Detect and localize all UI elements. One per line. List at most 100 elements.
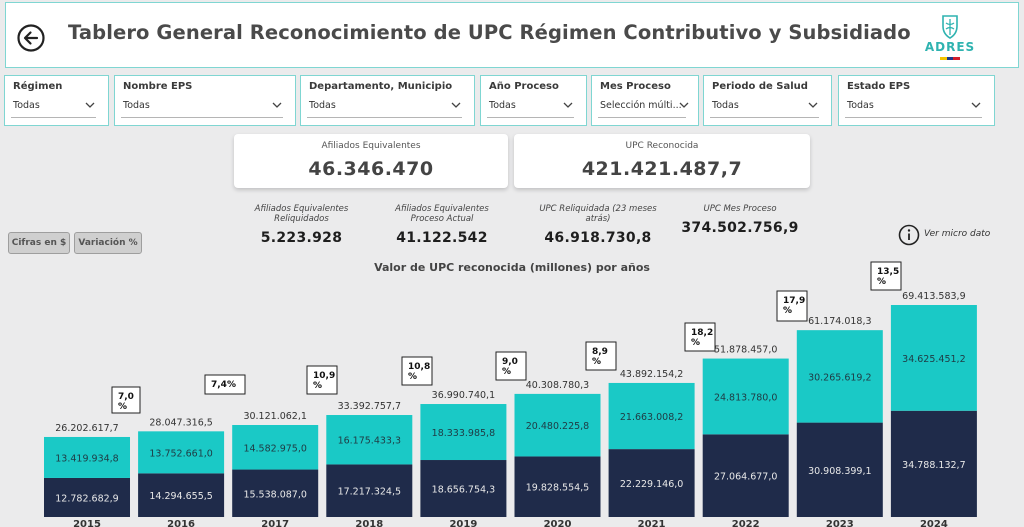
variation-box <box>870 261 902 291</box>
chevron-down-icon[interactable] <box>807 100 819 110</box>
chevron-down-icon[interactable] <box>450 100 462 110</box>
bar-label-base: 22.229.146,0 <box>620 479 683 490</box>
bar-segment-top <box>608 382 695 450</box>
bar-total-label: 69.413.583,9 <box>902 291 965 302</box>
variation-label: 17,9% <box>783 296 805 316</box>
bar-total-label: 40.308.780,3 <box>526 380 589 391</box>
chevron-down-icon[interactable] <box>84 100 96 110</box>
variation-box <box>684 322 716 352</box>
kpi-value: 421.421.487,7 <box>581 158 743 180</box>
bar-segment-top <box>890 305 977 411</box>
bar-label-top: 16.175.433,3 <box>338 436 401 447</box>
header-bar: Tablero General Reconocimiento de UPC Ré… <box>5 2 1019 68</box>
filter-label: Mes Proceso <box>600 81 671 92</box>
x-tick-label: 2016 <box>167 519 195 527</box>
bar-segment-top <box>514 393 601 457</box>
filter-underline <box>487 117 574 118</box>
bar-label-base: 30.908.399,1 <box>808 466 871 477</box>
filter-label: Año Proceso <box>489 81 559 92</box>
bar-label-base: 19.828.554,5 <box>526 483 589 494</box>
filter-periodo-salud[interactable]: Periodo de Salud Todas <box>703 75 832 126</box>
variation-label: 8,9% <box>592 347 608 367</box>
chevron-down-icon[interactable] <box>562 100 574 110</box>
bar-total-label: 51.878.457,0 <box>714 345 777 356</box>
bar-label-top: 13.752.661,0 <box>149 448 212 459</box>
filter-underline <box>307 117 462 118</box>
filter-label: Nombre EPS <box>123 81 193 92</box>
kpi-upc-mes-proceso: UPC Mes Proceso 374.502.756,9 <box>678 204 802 236</box>
bar-label-top: 34.625.451,2 <box>902 354 965 365</box>
chevron-down-icon[interactable] <box>271 100 283 110</box>
bar-segment-top <box>702 358 789 435</box>
variation-label: 7,0% <box>118 392 134 412</box>
filter-estado-eps[interactable]: Estado EPS Todas <box>838 75 995 126</box>
bar-total-label: 28.047.316,5 <box>149 417 212 428</box>
variacion-button[interactable]: Variación % <box>74 232 142 254</box>
page-title: Tablero General Reconocimiento de UPC Ré… <box>68 21 911 44</box>
filter-value: Todas <box>309 100 336 111</box>
filter-value: Todas <box>13 100 40 111</box>
variation-box <box>776 290 808 322</box>
kpi-sub-value: 46.918.730,8 <box>544 230 652 246</box>
chevron-down-icon[interactable] <box>970 100 982 110</box>
chart-title: Valor de UPC reconocida (millones) por a… <box>374 261 650 274</box>
kpi-sub-value: 5.223.928 <box>260 230 343 246</box>
bar-label-base: 14.294.655,5 <box>149 491 212 502</box>
filter-value: Todas <box>489 100 516 111</box>
chevron-down-icon[interactable] <box>678 100 690 110</box>
bar-label-top: 14.582.975,0 <box>243 443 306 454</box>
filter-departamento-municipio[interactable]: Departamento, Municipio Todas <box>300 75 475 126</box>
bar-segment-base <box>232 469 319 517</box>
filter-nombre-eps[interactable]: Nombre EPS Todas <box>114 75 296 126</box>
filter-underline <box>121 117 283 118</box>
cifras-button[interactable]: Cifras en $ <box>8 232 70 254</box>
bar-segment-base <box>138 473 225 517</box>
filter-value: Selección múlti... <box>600 100 682 111</box>
filter-mes-proceso[interactable]: Mes Proceso Selección múlti... <box>591 75 699 126</box>
x-tick-label: 2021 <box>638 519 666 527</box>
kpi-afiliados-reliquidados: Afiliados Equivalentes Reliquidados 5.22… <box>244 204 359 246</box>
filter-label: Periodo de Salud <box>712 81 808 92</box>
variation-box <box>204 374 246 395</box>
variation-label: 7,4% <box>211 380 236 390</box>
filter-ano-proceso[interactable]: Año Proceso Todas <box>480 75 587 126</box>
variation-label: 10,9% <box>313 371 335 391</box>
kpi-sub-label: Afiliados Equivalentes Proceso Actual <box>395 204 489 224</box>
filter-value: Todas <box>123 100 150 111</box>
filter-underline <box>598 117 686 118</box>
info-icon[interactable] <box>898 224 920 246</box>
filter-underline <box>710 117 819 118</box>
variation-box <box>306 365 338 395</box>
bar-segment-base <box>608 449 695 517</box>
info-circle-icon <box>898 224 920 246</box>
x-tick-label: 2022 <box>732 519 760 527</box>
bar-total-label: 33.392.757,7 <box>338 401 401 412</box>
bar-total-label: 36.990.740,1 <box>432 390 495 401</box>
bar-label-top: 24.813.780,0 <box>714 392 777 403</box>
kpi-label: UPC Reconocida <box>625 141 699 151</box>
ver-micro-dato-link[interactable]: Ver micro dato <box>924 229 991 239</box>
bar-label-top: 21.663.008,2 <box>620 412 683 423</box>
kpi-value: 46.346.470 <box>308 158 434 180</box>
bar-label-base: 18.656.754,3 <box>432 485 495 496</box>
variation-label: 18,2% <box>691 328 713 348</box>
bar-label-base: 34.788.132,7 <box>902 460 965 471</box>
kpi-sub-value: 41.122.542 <box>396 230 488 246</box>
bar-segment-base <box>514 456 601 517</box>
variation-box <box>495 351 527 381</box>
kpi-sub-value: 374.502.756,9 <box>681 220 799 236</box>
logo-flag-bar <box>940 57 961 60</box>
kpi-afiliados-proceso-actual: Afiliados Equivalentes Proceso Actual 41… <box>383 204 501 246</box>
filter-value: Todas <box>712 100 739 111</box>
filter-regimen[interactable]: Régimen Todas <box>4 75 109 126</box>
bar-segment-top <box>796 330 883 423</box>
bar-label-top: 13.419.934,8 <box>55 453 118 464</box>
logo-text: ADRES <box>924 40 976 54</box>
bar-segment-top <box>420 404 507 461</box>
bar-segment-top <box>232 425 319 470</box>
x-tick-label: 2017 <box>261 519 289 527</box>
back-button[interactable] <box>16 23 46 53</box>
caduceus-icon <box>942 15 958 39</box>
kpi-upc-reliquidada: UPC Reliquidada (23 meses atrás) 46.918.… <box>530 204 666 246</box>
